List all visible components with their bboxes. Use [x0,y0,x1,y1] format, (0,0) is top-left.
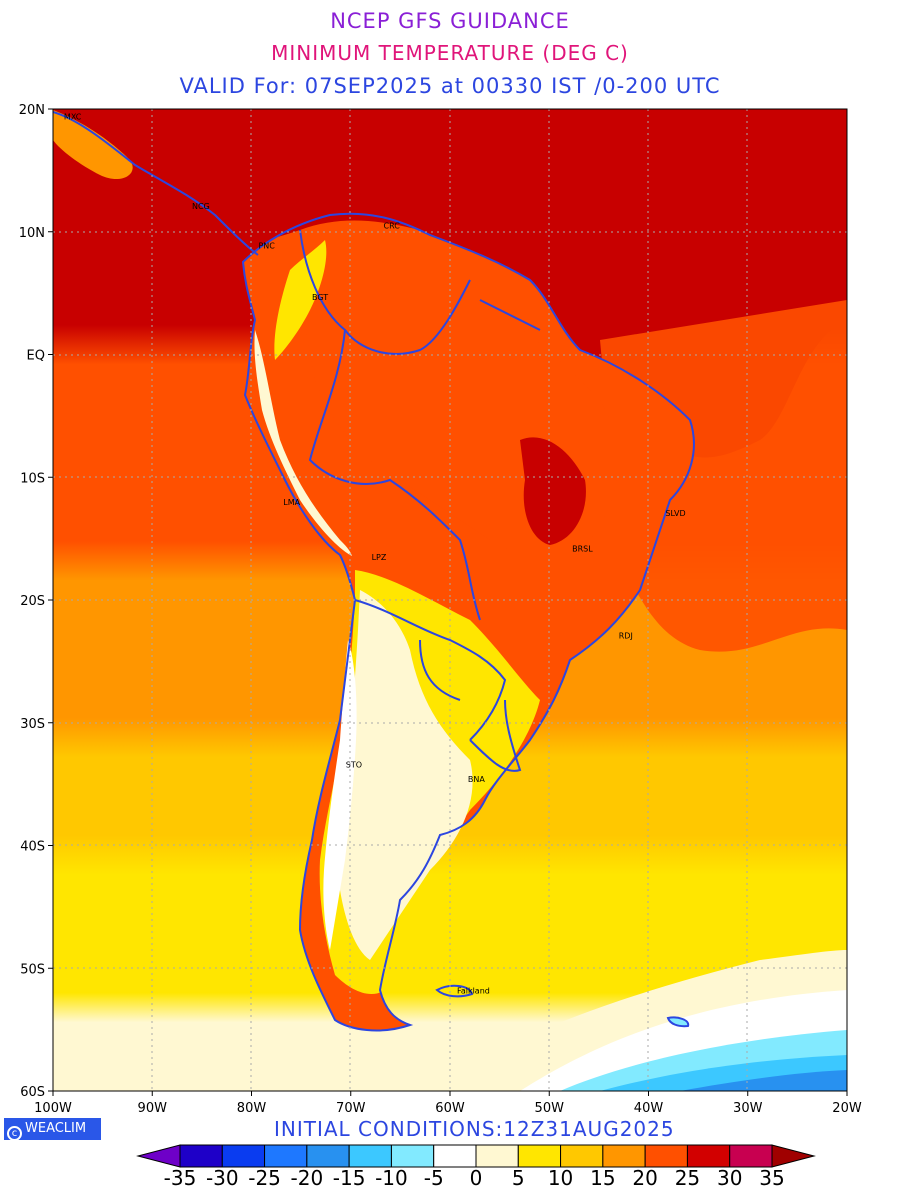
colorbar-tick-label: -10 [375,1166,408,1190]
city-label: BGT [312,293,328,302]
city-label: MXC [64,112,82,121]
colorbar-tick-label: 35 [759,1166,785,1190]
city-label: BRSL [572,544,593,553]
latitude-labels: 20N 10N EQ 10S 20S 30S 40S 50S 60S [19,103,53,1100]
city-label: LPZ [372,553,387,562]
city-label: BNA [468,775,485,784]
colorbar-swatch [179,1144,223,1168]
lon-label: 60W [435,1101,465,1116]
city-label: CRC [384,222,401,231]
longitude-labels: 100W 90W 80W 70W 60W 50W 40W 30W 20W [34,1091,862,1116]
colorbar-tick-label: -30 [205,1166,239,1190]
city-label: SLVD [665,509,685,518]
colorbar-tick-label: -20 [290,1166,324,1190]
lat-label: EQ [27,349,45,364]
city-label: RDJ [619,632,633,641]
colorbar-under-arrow [136,1144,181,1168]
colorbar-swatch [729,1144,773,1168]
city-label: LMA [283,498,300,507]
colorbar-over-arrow [771,1144,816,1168]
city-labels: MXC NCG PNC CRC BGT LMA LPZ BRSL SLVD RDJ STO BNA Fa… [64,112,686,995]
colorbar-swatch [602,1144,646,1168]
city-label: PNC [258,241,275,250]
colorbar-tick-label: 25 [674,1166,701,1190]
colorbar-swatch [686,1144,731,1168]
lat-label: 30S [20,717,45,732]
colorbar-swatch [390,1144,435,1168]
colorbar-swatch [644,1144,688,1168]
initial-conditions-label: INITIAL CONDITIONS:12Z31AUG2025 [274,1117,675,1141]
lon-label: 70W [336,1101,366,1116]
title-line-3: VALID For: 07SEP2025 at 00330 IST /0-200… [179,74,721,98]
lat-label: 10N [19,226,45,241]
copyright-icon: c [7,1126,22,1141]
lon-label: 50W [535,1101,565,1116]
colorbar-tick-label: 0 [469,1166,483,1190]
colorbar-tick-label: -35 [163,1166,197,1190]
logo-text: WEACLIM [25,1121,87,1136]
country-borders [53,111,695,1032]
colorbar-swatch [306,1144,350,1168]
colorbar-swatch [517,1144,562,1168]
map-field [53,109,847,1091]
colorbar-tick-label: 30 [716,1166,743,1190]
colorbar-tick-label: 10 [547,1166,574,1190]
title-line-1: NCEP GFS GUIDANCE [330,9,570,33]
city-label: STO [346,760,362,769]
colorbar-tick-labels: -35 -30 -25 -20 -15 -10 -5 0 5 10 15 20 25 30 35 [0,1166,900,1196]
lon-label: 80W [237,1101,267,1116]
lat-label: 60S [20,1085,45,1100]
colorbar-tick-label: -5 [423,1166,444,1190]
city-label: NCG [192,202,210,211]
lon-label: 30W [733,1101,763,1116]
colorbar-tick-label: 5 [511,1166,525,1190]
colorbar-swatch [221,1144,266,1168]
colorbar-tick-label: 15 [590,1166,616,1190]
lon-label: 20W [832,1101,862,1116]
lon-label: 100W [34,1101,72,1116]
lon-label: 90W [138,1101,168,1116]
colorbar-swatch [348,1144,392,1168]
colorbar [136,1144,816,1168]
colorbar-swatch [475,1144,519,1168]
colorbar-tick-label: -25 [248,1166,281,1190]
colorbar-swatch [264,1144,308,1168]
graticule [53,109,847,1091]
lat-label: 40S [20,840,45,855]
lat-label: 20N [19,103,45,118]
title-line-2: MINIMUM TEMPERATURE (DEG C) [271,41,629,65]
colorbar-swatch [560,1144,604,1168]
city-label: Falkland [457,986,490,995]
lat-label: 50S [20,962,45,977]
lon-label: 40W [634,1101,664,1116]
lat-label: 10S [20,471,45,486]
colorbar-tick-label: -15 [332,1166,366,1190]
colorbar-swatch [433,1144,477,1168]
colorbar-tick-label: 20 [632,1166,658,1190]
lat-label: 20S [20,594,45,609]
weaclim-logo: c WEACLIM [4,1118,101,1141]
